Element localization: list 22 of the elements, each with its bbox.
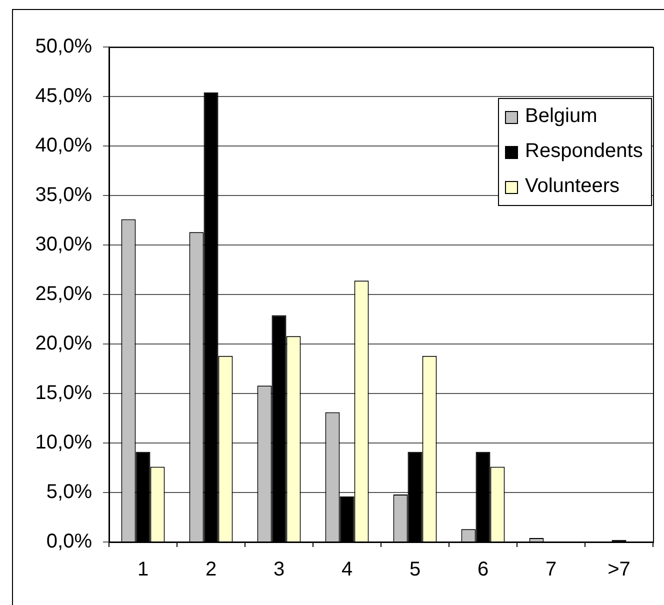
- y-tick-label: 20,0%: [35, 332, 92, 355]
- x-tick-label: 2: [205, 558, 217, 581]
- x-tick-label: 5: [409, 558, 421, 581]
- y-tick-label: 40,0%: [35, 134, 92, 157]
- x-tick-label: 3: [273, 558, 285, 581]
- y-tick-label: 0,0%: [46, 530, 92, 553]
- legend-label: Respondents: [525, 140, 643, 162]
- x-tick-label: 7: [545, 558, 557, 581]
- y-tick-label: 50,0%: [35, 36, 92, 58]
- x-tick-label: >7: [608, 558, 630, 581]
- legend-label: Belgium: [525, 105, 598, 128]
- y-tick-label: 35,0%: [35, 184, 92, 206]
- y-tick-label: 5,0%: [46, 481, 92, 504]
- x-tick-label: 1: [137, 558, 149, 581]
- y-tick-label: 25,0%: [35, 283, 92, 306]
- y-tick-label: 45,0%: [35, 85, 92, 108]
- y-tick-label: 15,0%: [35, 382, 92, 404]
- x-tick-label: 4: [341, 558, 353, 581]
- y-tick-label: 10,0%: [35, 432, 92, 454]
- y-tick-label: 30,0%: [35, 234, 92, 256]
- legend-label: Volunteers: [525, 175, 620, 198]
- x-tick-label: 6: [477, 558, 489, 581]
